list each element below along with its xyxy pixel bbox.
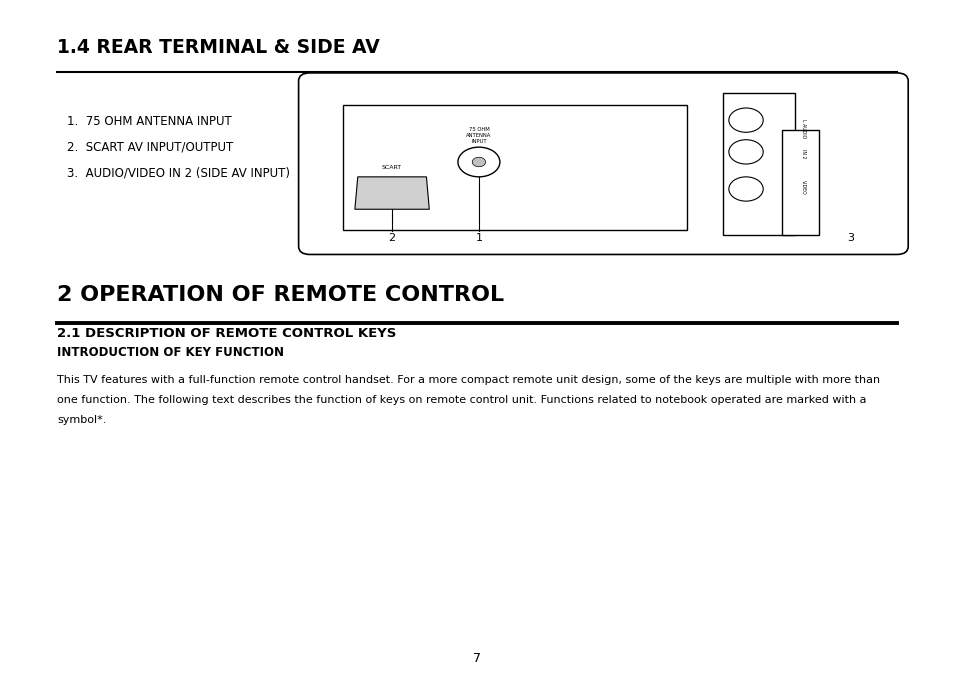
Bar bbox=[781, 130, 818, 235]
Text: VIDEO: VIDEO bbox=[801, 180, 805, 195]
Text: 2 OPERATION OF REMOTE CONTROL: 2 OPERATION OF REMOTE CONTROL bbox=[57, 285, 504, 305]
Text: 1.  75 OHM ANTENNA INPUT: 1. 75 OHM ANTENNA INPUT bbox=[67, 115, 232, 128]
Bar bbox=[343, 105, 686, 230]
Text: INTRODUCTION OF KEY FUNCTION: INTRODUCTION OF KEY FUNCTION bbox=[57, 346, 284, 359]
Text: 3: 3 bbox=[846, 233, 854, 243]
Text: 2.1 DESCRIPTION OF REMOTE CONTROL KEYS: 2.1 DESCRIPTION OF REMOTE CONTROL KEYS bbox=[57, 327, 396, 340]
Text: IN 2: IN 2 bbox=[801, 149, 805, 159]
Circle shape bbox=[728, 177, 762, 201]
Bar bbox=[722, 93, 794, 235]
Circle shape bbox=[472, 157, 485, 167]
Text: 2.  SCART AV INPUT/OUTPUT: 2. SCART AV INPUT/OUTPUT bbox=[67, 140, 233, 154]
Text: one function. The following text describes the function of keys on remote contro: one function. The following text describ… bbox=[57, 395, 866, 405]
Text: 3.  AUDIO/VIDEO IN 2 (SIDE AV INPUT): 3. AUDIO/VIDEO IN 2 (SIDE AV INPUT) bbox=[67, 166, 290, 180]
Text: symbol*.: symbol*. bbox=[57, 415, 107, 425]
Text: L AUDIO: L AUDIO bbox=[801, 119, 805, 138]
FancyBboxPatch shape bbox=[298, 73, 907, 254]
Circle shape bbox=[728, 108, 762, 132]
Circle shape bbox=[728, 140, 762, 164]
Text: 1: 1 bbox=[475, 233, 482, 243]
Text: 1.4 REAR TERMINAL & SIDE AV: 1.4 REAR TERMINAL & SIDE AV bbox=[57, 38, 379, 57]
Text: SCART: SCART bbox=[381, 165, 402, 170]
Polygon shape bbox=[355, 177, 429, 209]
Text: 7: 7 bbox=[473, 651, 480, 665]
Text: 2: 2 bbox=[388, 233, 395, 243]
Circle shape bbox=[457, 147, 499, 177]
Text: This TV features with a full-function remote control handset. For a more compact: This TV features with a full-function re… bbox=[57, 375, 880, 385]
Text: 75 OHM
ANTENNA
INPUT: 75 OHM ANTENNA INPUT bbox=[466, 127, 491, 144]
